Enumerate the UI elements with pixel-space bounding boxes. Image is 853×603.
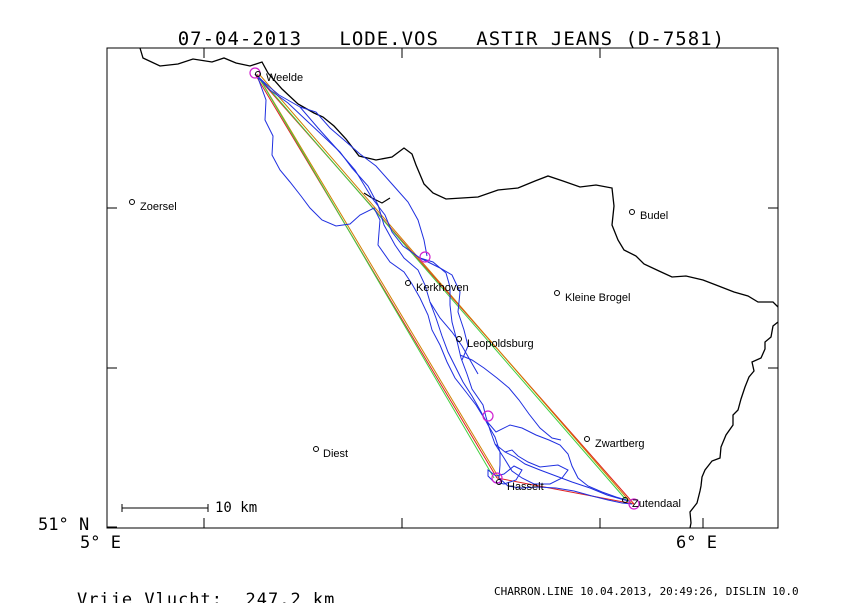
national-border — [139, 47, 779, 529]
flight-date: 07-04-2013 — [177, 28, 303, 50]
glider-name: ASTIR JEANS (D-7581) — [476, 28, 726, 50]
y-axis-label: 51° N — [38, 515, 90, 535]
scale-bar — [121, 504, 209, 512]
place-label-hasselt: Hasselt — [507, 481, 544, 493]
x-axis-label-left: 5° E — [80, 533, 121, 553]
place-label-zoersel: Zoersel — [140, 201, 177, 213]
place-label-budel: Budel — [640, 210, 668, 222]
pilot-name: LODE.VOS — [339, 28, 439, 50]
task-leg-green — [257, 75, 495, 479]
border-fragment — [363, 192, 391, 204]
turnpoint-circle — [419, 251, 431, 263]
task-leg-orange — [258, 73, 633, 505]
place-label-diest: Diest — [323, 448, 348, 460]
task-legs — [254, 73, 635, 505]
task-leg-red — [254, 73, 498, 479]
turnpoint-circle — [628, 498, 640, 510]
x-axis-label-right: 6° E — [676, 533, 717, 553]
place-label-leopoldsburg: Leopoldsburg — [467, 338, 534, 350]
scale-bar-label: 10 km — [215, 500, 258, 516]
place-label-zwartberg: Zwartberg — [595, 438, 645, 450]
task-leg-green — [257, 75, 629, 503]
task-leg-orange — [256, 73, 500, 479]
place-label-kerkhoven: Kerkhoven — [416, 282, 469, 294]
distance-summary: Vrije Vlucht: 247.2 km — [32, 570, 335, 603]
place-label-zutendaal: Zutendaal — [632, 498, 681, 510]
place-label-kleine-brogel: Kleine Brogel — [565, 292, 630, 304]
credit-line: CHARRON.LINE 10.04.2013, 20:49:26, DISLI… — [494, 585, 799, 598]
turnpoint-circle — [482, 410, 494, 422]
distance-value: 247.2 km — [245, 590, 336, 603]
place-label-weelde: Weelde — [266, 72, 303, 84]
task-leg-red — [496, 477, 635, 505]
axis-ticks — [107, 48, 778, 528]
map-frame — [106, 47, 779, 529]
distance-label: Vrije Vlucht: — [76, 590, 224, 603]
map-title: 07-04-2013 LODE.VOS ASTIR JEANS (D-7581) — [0, 6, 853, 72]
town-markers — [129, 71, 635, 503]
